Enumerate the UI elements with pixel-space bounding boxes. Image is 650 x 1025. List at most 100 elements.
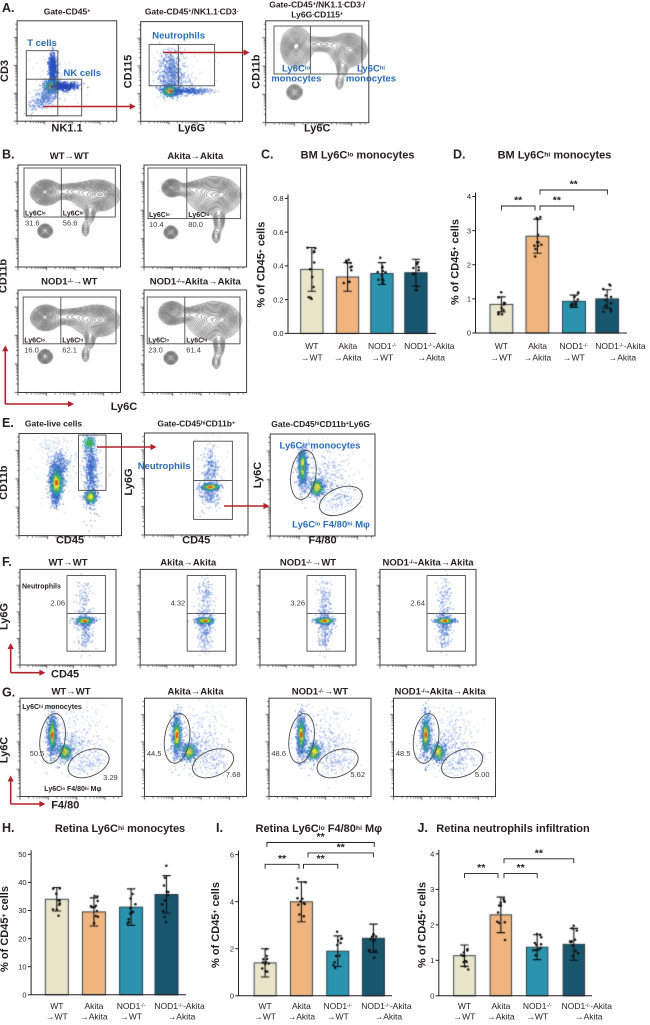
svg-text:→Akita: →Akita (524, 353, 552, 363)
svg-text:0: 0 (230, 992, 234, 1001)
svg-text:D.: D. (453, 148, 466, 162)
svg-text:→WT: →WT (301, 353, 323, 363)
svg-text:5.00: 5.00 (475, 770, 490, 779)
svg-text:F4/80: F4/80 (51, 800, 79, 812)
svg-text:Akita: Akita (491, 1001, 510, 1011)
svg-text:C.: C. (261, 148, 274, 162)
svg-text:50.5: 50.5 (30, 749, 45, 758)
svg-text:NOD1-/-: NOD1-/- (117, 1001, 146, 1011)
svg-text:→Akita: →Akita (487, 1012, 515, 1022)
svg-text:**: ** (317, 853, 326, 865)
svg-text:NOD1-/--Akita: NOD1-/--Akita (404, 341, 455, 351)
svg-text:NOD1-/--Akita: NOD1-/--Akita (562, 1001, 613, 1011)
svg-text:→Akita: →Akita (575, 1012, 603, 1022)
svg-text:WT: WT (50, 1001, 63, 1011)
svg-text:**: ** (337, 841, 346, 853)
svg-text:0.2: 0.2 (273, 295, 283, 304)
svg-text:**: ** (570, 179, 579, 191)
svg-text:NOD1-/--Akita: NOD1-/--Akita (361, 1001, 412, 1011)
svg-text:3.26: 3.26 (290, 599, 305, 608)
svg-text:NOD1-/-→WT: NOD1-/-→WT (41, 277, 97, 288)
svg-text:56.6: 56.6 (63, 219, 78, 228)
svg-text:→WT: →WT (120, 1012, 142, 1022)
svg-text:Ly6Chi: Ly6Chi (188, 212, 209, 219)
svg-text:WT: WT (495, 341, 508, 351)
svg-text:**: ** (514, 195, 523, 207)
svg-text:CD45: CD45 (51, 669, 79, 681)
svg-text:5.62: 5.62 (350, 770, 365, 779)
svg-text:→WT: →WT (563, 353, 585, 363)
svg-text:% of CD45+ cells: % of CD45+ cells (210, 882, 222, 968)
svg-text:NOD1-/-→WT: NOD1-/-→WT (280, 558, 336, 569)
svg-text:**: ** (517, 862, 526, 874)
svg-text:E.: E. (2, 416, 14, 430)
svg-text:CD45: CD45 (182, 535, 210, 547)
svg-text:4: 4 (430, 850, 434, 859)
svg-text:48.6: 48.6 (271, 749, 286, 758)
svg-text:Ly6Chi monocytes: Ly6Chi monocytes (280, 441, 361, 452)
svg-text:Akita: Akita (528, 341, 547, 351)
svg-text:0: 0 (467, 329, 471, 338)
svg-text:monocytes: monocytes (271, 74, 321, 85)
svg-text:A.: A. (2, 1, 15, 15)
svg-text:NK1.1: NK1.1 (51, 123, 82, 135)
svg-text:0.0: 0.0 (273, 329, 283, 338)
svg-text:2: 2 (467, 260, 471, 269)
svg-text:I.: I. (216, 821, 223, 835)
svg-text:NOD1-/--Akita: NOD1-/--Akita (595, 341, 646, 351)
svg-text:Akita→Akita: Akita→Akita (160, 558, 217, 569)
svg-text:Gate-CD45+/NK1.1-CD3-/: Gate-CD45+/NK1.1-CD3-/ (269, 0, 366, 10)
svg-text:Ly6Chi: Ly6Chi (357, 64, 385, 75)
svg-text:Ly6G: Ly6G (123, 468, 135, 495)
svg-text:→Akita: →Akita (375, 1012, 403, 1022)
svg-text:3: 3 (430, 885, 434, 894)
svg-text:**: ** (316, 831, 325, 843)
svg-text:CD115: CD115 (123, 55, 135, 89)
svg-text:Ly6Clo: Ly6Clo (24, 337, 45, 344)
svg-text:Akita: Akita (338, 341, 357, 351)
svg-text:48.5: 48.5 (396, 749, 411, 758)
svg-text:→Akita: →Akita (418, 353, 446, 363)
svg-text:0.8: 0.8 (273, 194, 283, 203)
svg-text:WT: WT (458, 1001, 471, 1011)
svg-text:Ly6Clo F4/80hi Mφ: Ly6Clo F4/80hi Mφ (292, 520, 370, 531)
svg-text:NOD1-/-: NOD1-/- (368, 341, 397, 351)
svg-text:Ly6Chi: Ly6Chi (186, 337, 207, 344)
svg-text:Neutrophils: Neutrophils (152, 31, 205, 42)
svg-text:% of CD45+ cells: % of CD45+ cells (450, 219, 462, 305)
svg-text:Ly6G: Ly6G (0, 603, 10, 630)
svg-text:80.0: 80.0 (188, 220, 203, 229)
svg-text:WT→WT: WT→WT (48, 558, 87, 569)
svg-text:NOD1-/-: NOD1-/- (559, 341, 588, 351)
svg-text:Ly6C: Ly6C (252, 462, 264, 489)
svg-text:1: 1 (467, 295, 471, 304)
svg-text:Akita: Akita (84, 1001, 103, 1011)
svg-text:J.: J. (418, 821, 428, 835)
svg-text:CD3: CD3 (0, 60, 11, 82)
svg-text:→WT: →WT (327, 1012, 349, 1022)
svg-text:Ly6Clo F4/80hi Mφ: Ly6Clo F4/80hi Mφ (44, 786, 101, 793)
svg-text:F4/80: F4/80 (309, 535, 337, 547)
svg-text:4: 4 (230, 897, 234, 906)
svg-text:B.: B. (2, 148, 15, 162)
svg-text:31.6: 31.6 (25, 219, 40, 228)
svg-text:0: 0 (22, 991, 26, 1000)
svg-text:Neutrophils: Neutrophils (22, 584, 61, 591)
svg-text:0.4: 0.4 (273, 262, 283, 271)
svg-text:44.5: 44.5 (147, 749, 162, 758)
svg-text:10.4: 10.4 (149, 220, 164, 229)
svg-text:20: 20 (18, 934, 26, 943)
svg-text:→Akita: →Akita (168, 1012, 196, 1022)
svg-text:NOD1-/-→WT: NOD1-/-→WT (292, 687, 348, 698)
svg-text:NOD1-/--Akita→Akita: NOD1-/--Akita→Akita (150, 277, 242, 288)
svg-text:Ly6C: Ly6C (0, 737, 10, 764)
svg-text:2.06: 2.06 (50, 599, 65, 608)
svg-text:4.32: 4.32 (171, 599, 186, 608)
svg-text:BM Ly6Chi monocytes: BM Ly6Chi monocytes (498, 150, 612, 162)
svg-text:CD11b: CD11b (251, 54, 263, 89)
svg-text:NOD1-/--Akita: NOD1-/--Akita (154, 1001, 205, 1011)
svg-text:40: 40 (18, 878, 26, 887)
svg-text:CD11b: CD11b (0, 465, 10, 500)
svg-text:F.: F. (2, 555, 12, 569)
svg-text:→Akita: →Akita (609, 353, 637, 363)
